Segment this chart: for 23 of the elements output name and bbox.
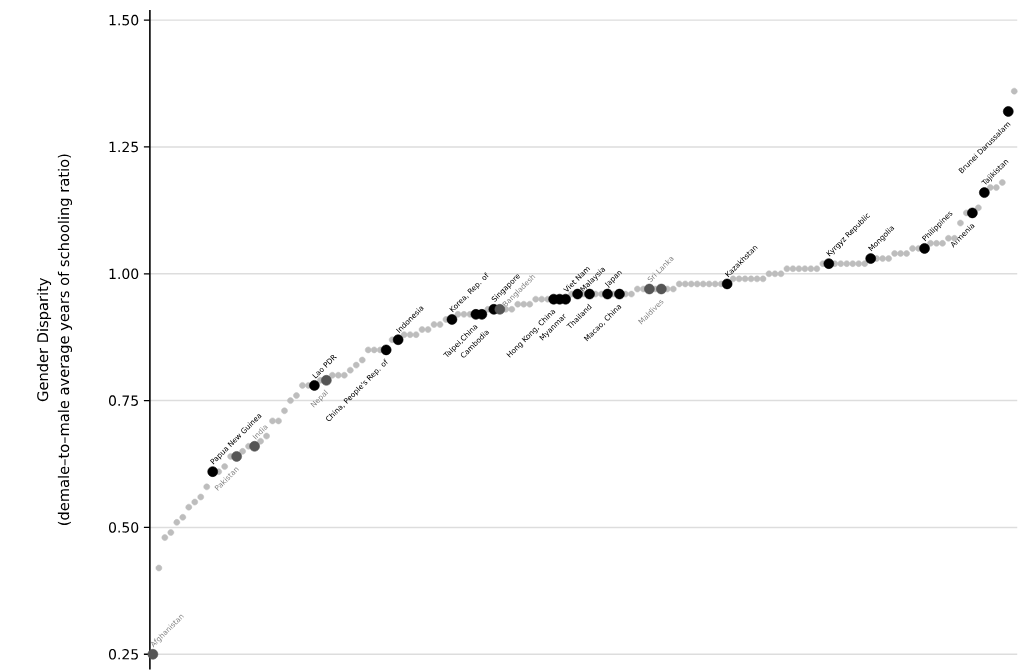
point xyxy=(380,344,392,355)
y-tick-label: 0.25 xyxy=(108,648,138,660)
point xyxy=(392,334,404,345)
point xyxy=(979,187,990,198)
y-tick-label: 1.00 xyxy=(109,268,139,279)
point xyxy=(644,283,655,295)
point xyxy=(446,313,458,325)
point xyxy=(231,450,242,462)
text: (demale–to–male average years of schooling ratio) xyxy=(57,154,73,525)
point xyxy=(865,253,876,264)
point xyxy=(823,258,835,269)
y-axis-title: Gender Disparity xyxy=(36,277,52,401)
point xyxy=(249,440,260,452)
point xyxy=(147,648,159,660)
point xyxy=(919,242,930,254)
y-tick-label: 0.50 xyxy=(108,521,139,533)
point xyxy=(614,288,625,300)
point xyxy=(656,283,667,295)
y-tick-label: 1.25 xyxy=(109,141,138,152)
point xyxy=(967,207,978,218)
y-tick-label: 0.75 xyxy=(108,395,138,406)
y-tick-label: 1.50 xyxy=(109,14,139,26)
point xyxy=(721,278,733,289)
